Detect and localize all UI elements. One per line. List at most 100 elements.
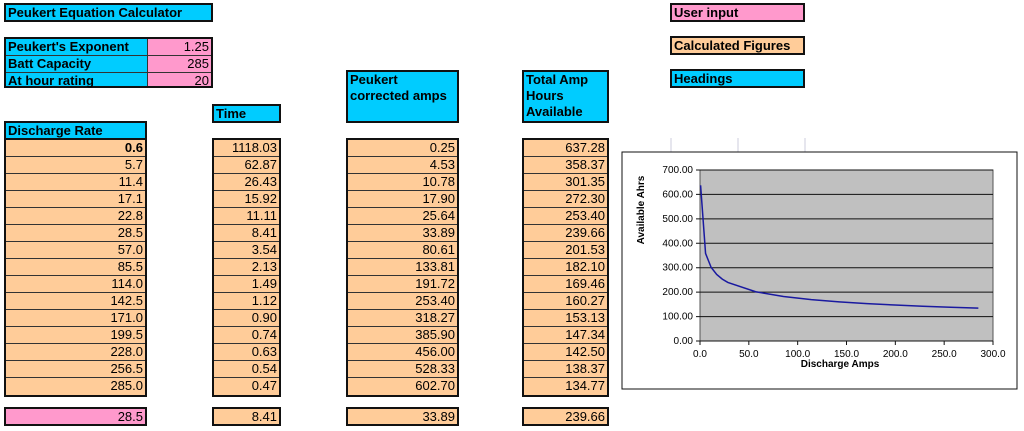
legend-user-input: User input <box>670 3 805 22</box>
total-cell: 147.34 <box>524 327 607 344</box>
y-tick-label: 700.00 <box>662 165 693 176</box>
discharge-cell: 11.4 <box>6 174 145 191</box>
legend-headings: Headings <box>670 69 805 88</box>
x-tick-label: 100.0 <box>785 349 810 360</box>
discharge-cell: 114.0 <box>6 276 145 293</box>
total-cell: 201.53 <box>524 242 607 259</box>
y-tick-label: 400.00 <box>662 238 693 249</box>
discharge-cell: 85.5 <box>6 259 145 276</box>
discharge-cell: 0.6 <box>6 140 145 157</box>
page-title: Peukert Equation Calculator <box>4 3 213 22</box>
time-cell: 3.54 <box>214 242 279 259</box>
legend-calculated: Calculated Figures <box>670 36 805 55</box>
y-tick-label: 200.00 <box>662 287 693 298</box>
x-tick-label: 150.0 <box>834 349 859 360</box>
discharge-column: 0.6 5.7 11.4 17.1 22.8 28.5 57.0 85.5 114.0 142.5… <box>4 138 147 397</box>
lookup-peukert: 33.89 <box>346 407 459 426</box>
time-cell: 1.49 <box>214 276 279 293</box>
total-cell: 637.28 <box>524 140 607 157</box>
time-cell: 0.54 <box>214 361 279 378</box>
time-cell: 0.47 <box>251 378 277 393</box>
lookup-time: 8.41 <box>212 407 281 426</box>
hour-rating-label: At hour rating <box>8 73 94 88</box>
total-cell: 169.46 <box>524 276 607 293</box>
plot-area <box>699 169 994 342</box>
peukert-cell: 318.27 <box>348 310 457 327</box>
exponent-label: Peukert's Exponent <box>6 39 147 56</box>
x-tick-label: 300.0 <box>980 349 1005 360</box>
total-cell: 253.40 <box>524 208 607 225</box>
header-total: Total Amp Hours Available <box>522 70 609 123</box>
total-cell: 239.66 <box>524 225 607 242</box>
x-axis-label: Discharge Amps <box>801 359 880 370</box>
header-peukert: Peukert corrected amps <box>346 70 459 123</box>
peukert-cell: 10.78 <box>348 174 457 191</box>
time-cell: 0.74 <box>214 327 279 344</box>
y-tick-label: 500.00 <box>662 214 693 225</box>
total-cell: 142.50 <box>524 344 607 361</box>
x-tick-label: 200.0 <box>883 349 908 360</box>
total-cell: 160.27 <box>524 293 607 310</box>
y-tick-label: 600.00 <box>662 189 693 200</box>
peukert-cell: 191.72 <box>348 276 457 293</box>
discharge-cell: 22.8 <box>6 208 145 225</box>
y-tick-label: 100.00 <box>662 312 693 323</box>
x-tick-label: 250.0 <box>932 349 957 360</box>
total-cell: 134.77 <box>565 378 605 393</box>
time-cell: 1118.03 <box>214 140 279 157</box>
peukert-cell: 133.81 <box>348 259 457 276</box>
peukert-cell: 602.70 <box>415 378 455 393</box>
capacity-label: Batt Capacity <box>6 56 147 73</box>
time-cell: 11.11 <box>214 208 279 225</box>
peukert-cell: 253.40 <box>348 293 457 310</box>
peukert-cell: 456.00 <box>348 344 457 361</box>
peukert-cell: 25.64 <box>348 208 457 225</box>
peukert-cell: 4.53 <box>348 157 457 174</box>
time-column: 1118.03 62.87 26.43 15.92 11.11 8.41 3.54 2.13 1… <box>212 138 281 397</box>
y-axis-label: Available Ahrs <box>636 175 647 244</box>
y-tick-label: 300.00 <box>662 263 693 274</box>
total-cell: 358.37 <box>524 157 607 174</box>
x-tick-label: 0.0 <box>693 349 707 360</box>
total-cell: 182.10 <box>524 259 607 276</box>
capacity-input[interactable]: 285 <box>148 56 211 73</box>
time-cell: 15.92 <box>214 191 279 208</box>
discharge-cell: 256.5 <box>6 361 145 378</box>
total-column: 637.28 358.37 301.35 272.30 253.40 239.66 201.… <box>522 138 609 397</box>
peukert-cell: 528.33 <box>348 361 457 378</box>
time-cell: 0.63 <box>214 344 279 361</box>
total-cell: 153.13 <box>524 310 607 327</box>
y-tick-label: 0.00 <box>674 336 694 347</box>
time-cell: 2.13 <box>214 259 279 276</box>
time-cell: 26.43 <box>214 174 279 191</box>
time-cell: 62.87 <box>214 157 279 174</box>
peukert-cell: 0.25 <box>348 140 457 157</box>
discharge-cell: 57.0 <box>6 242 145 259</box>
total-cell: 272.30 <box>524 191 607 208</box>
discharge-cell: 228.0 <box>6 344 145 361</box>
peukert-cell: 385.90 <box>348 327 457 344</box>
discharge-cell: 17.1 <box>6 191 145 208</box>
exponent-input[interactable]: 1.25 <box>148 39 211 56</box>
peukert-column: 0.25 4.53 10.78 17.90 25.64 33.89 80.61 133.81 1… <box>346 138 459 397</box>
total-cell: 138.37 <box>524 361 607 378</box>
discharge-cell: 142.5 <box>6 293 145 310</box>
discharge-cell: 171.0 <box>6 310 145 327</box>
header-time: Time <box>212 104 281 123</box>
lookup-total: 239.66 <box>522 407 609 426</box>
input-table: Peukert's Exponent Batt Capacity At hour… <box>4 37 213 88</box>
time-cell: 0.90 <box>214 310 279 327</box>
lookup-discharge-input[interactable]: 28.5 <box>4 407 147 426</box>
peukert-cell: 80.61 <box>348 242 457 259</box>
time-cell: 8.41 <box>214 225 279 242</box>
discharge-cell: 285.0 <box>110 378 143 393</box>
hour-rating-input[interactable]: 20 <box>194 73 209 88</box>
time-cell: 1.12 <box>214 293 279 310</box>
x-tick-label: 50.0 <box>739 349 759 360</box>
discharge-cell: 5.7 <box>6 157 145 174</box>
peukert-cell: 17.90 <box>348 191 457 208</box>
peukert-cell: 33.89 <box>348 225 457 242</box>
discharge-cell: 28.5 <box>6 225 145 242</box>
discharge-cell: 199.5 <box>6 327 145 344</box>
